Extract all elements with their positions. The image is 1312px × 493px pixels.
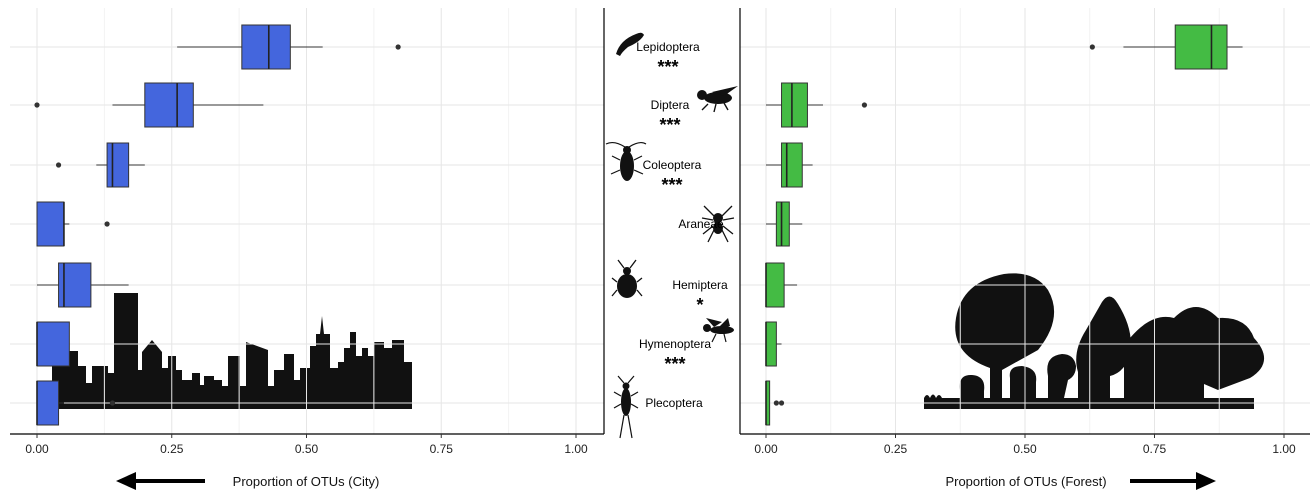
city-skyline-silhouette (52, 293, 412, 409)
outlier-point (861, 102, 868, 108)
box-araneae (766, 201, 803, 247)
caterpillar-icon (616, 32, 644, 56)
box-iqr (36, 201, 65, 247)
box-iqr (144, 82, 194, 128)
box-hemiptera (37, 262, 129, 308)
box-hymenoptera (765, 321, 782, 367)
forest-direction-arrow (1130, 472, 1216, 490)
fly-icon (697, 86, 738, 113)
category-label-lepidoptera: Lepidoptera (636, 40, 700, 54)
category-label-diptera: Diptera (651, 98, 690, 112)
box-iqr (36, 321, 70, 367)
category-label-plecoptera: Plecoptera (645, 396, 703, 410)
aphid-icon (611, 259, 643, 298)
forest-trees-silhouette (924, 273, 1265, 409)
outlier-point (109, 400, 116, 406)
wasp-icon (703, 318, 734, 343)
outlier-point (395, 44, 401, 50)
box-iqr (1174, 24, 1228, 70)
spider-icon (701, 205, 735, 243)
box-araneae (36, 201, 110, 247)
significance-label: *** (659, 115, 680, 135)
forest-panel: 0.00 0.25 0.50 0.75 1.00 (739, 8, 1310, 456)
box-hemiptera (765, 262, 798, 308)
box-plecoptera (36, 380, 116, 426)
box-diptera (34, 82, 264, 128)
x-tick-label: 0.75 (430, 442, 454, 456)
box-lepidoptera (177, 24, 401, 70)
significance-label: *** (657, 57, 678, 77)
category-label-hemiptera: Hemiptera (672, 278, 728, 292)
cockroach-icon (605, 141, 647, 181)
category-labels: Lepidoptera *** Diptera *** Coleoptera *** Ara… (636, 40, 728, 410)
box-plecoptera (765, 380, 785, 426)
x-tick-label: 0.00 (754, 442, 778, 456)
x-tick-label: 1.00 (1272, 442, 1296, 456)
outlier-point (778, 400, 785, 406)
x-tick-label: 1.00 (564, 442, 588, 456)
significance-label: * (696, 295, 703, 315)
city-panel: 1.00 0.75 0.50 0.25 0.00 (10, 8, 605, 456)
insect-icons (605, 32, 738, 439)
box-iqr (765, 262, 785, 308)
outlier-point (773, 400, 779, 406)
significance-label: *** (664, 354, 685, 374)
box-iqr (775, 201, 790, 247)
x-tick-label: 0.75 (1143, 442, 1167, 456)
stonefly-icon (613, 375, 639, 439)
outlier-point (34, 102, 40, 108)
box-coleoptera (55, 142, 145, 188)
outlier-point (1089, 44, 1095, 50)
x-tick-label: 0.00 (25, 442, 49, 456)
category-label-araneae: Araneae (678, 217, 724, 231)
category-label-coleoptera: Coleoptera (643, 158, 702, 172)
significance-label: *** (661, 175, 682, 195)
x-tick-label: 0.25 (160, 442, 184, 456)
box-coleoptera (766, 142, 813, 188)
box-hymenoptera (36, 321, 70, 367)
forest-axis-title: Proportion of OTUs (Forest) (945, 474, 1106, 489)
outlier-point (55, 162, 62, 168)
city-direction-arrow (116, 472, 205, 490)
box-iqr (36, 380, 60, 426)
city-axis-title: Proportion of OTUs (City) (233, 474, 380, 489)
box-diptera (766, 82, 868, 128)
x-tick-label: 0.50 (295, 442, 319, 456)
box-iqr (106, 142, 130, 188)
box-lepidoptera (1089, 24, 1243, 70)
box-iqr (781, 142, 803, 188)
outlier-point (104, 221, 110, 227)
box-iqr (765, 321, 777, 367)
category-label-hymenoptera: Hymenoptera (639, 337, 711, 351)
box-iqr (241, 24, 291, 70)
x-tick-label: 0.50 (1013, 442, 1037, 456)
box-iqr (781, 82, 808, 128)
x-tick-label: 0.25 (884, 442, 908, 456)
